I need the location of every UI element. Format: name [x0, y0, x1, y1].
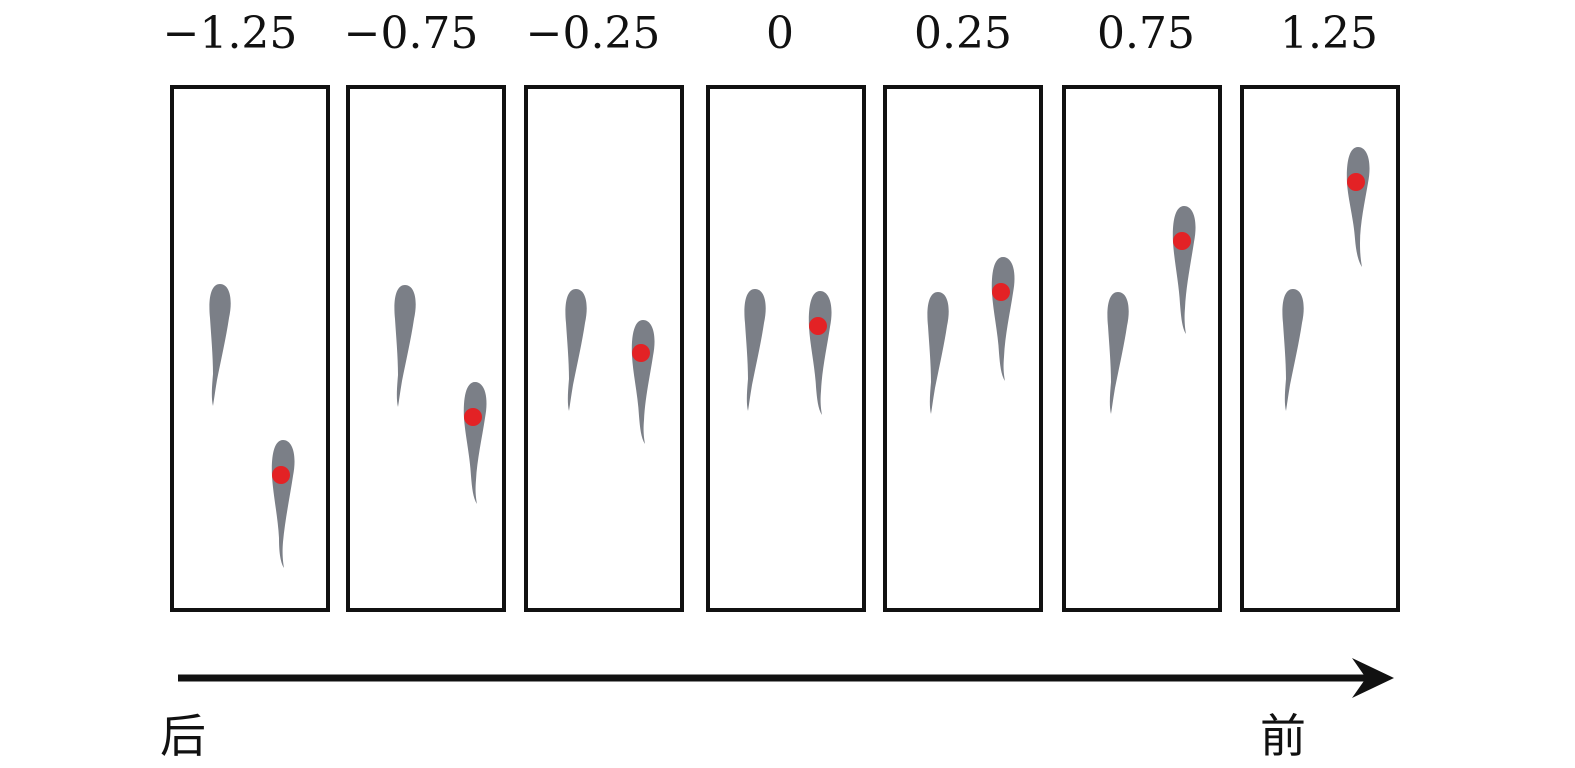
position-label-5: 0.25	[914, 8, 1012, 59]
frame-panel-7	[1240, 85, 1400, 612]
position-label-1: −1.25	[162, 8, 298, 59]
marked-fish-icon	[1346, 147, 1370, 267]
reference-fish-icon	[394, 285, 416, 407]
marked-fish-icon	[991, 257, 1015, 381]
position-label-3: −0.25	[525, 8, 661, 59]
reference-fish-icon	[927, 292, 949, 414]
reference-fish-icon	[1107, 292, 1129, 414]
marked-fish-icon	[808, 291, 832, 415]
reference-fish-icon	[1282, 289, 1304, 411]
frame-panel-2	[346, 85, 506, 612]
frame-panel-3	[524, 85, 684, 612]
marked-fish-icon	[463, 382, 487, 504]
position-label-2: −0.75	[343, 8, 479, 59]
start-label: 后	[160, 709, 206, 763]
end-label: 前	[1260, 709, 1306, 763]
marked-fish-icon	[631, 320, 655, 444]
marked-fish-icon	[271, 440, 295, 568]
marked-fish-icon	[1172, 206, 1196, 334]
position-label-7: 1.25	[1280, 8, 1378, 59]
frame-panel-6	[1062, 85, 1222, 612]
frame-panel-4	[706, 85, 866, 612]
frame-panel-1	[170, 85, 330, 612]
reference-fish-icon	[209, 284, 231, 406]
frame-panel-5	[883, 85, 1043, 612]
reference-fish-icon	[744, 289, 766, 411]
reference-fish-icon	[565, 289, 587, 411]
position-label-4: 0	[766, 8, 794, 59]
position-label-6: 0.75	[1097, 8, 1195, 59]
